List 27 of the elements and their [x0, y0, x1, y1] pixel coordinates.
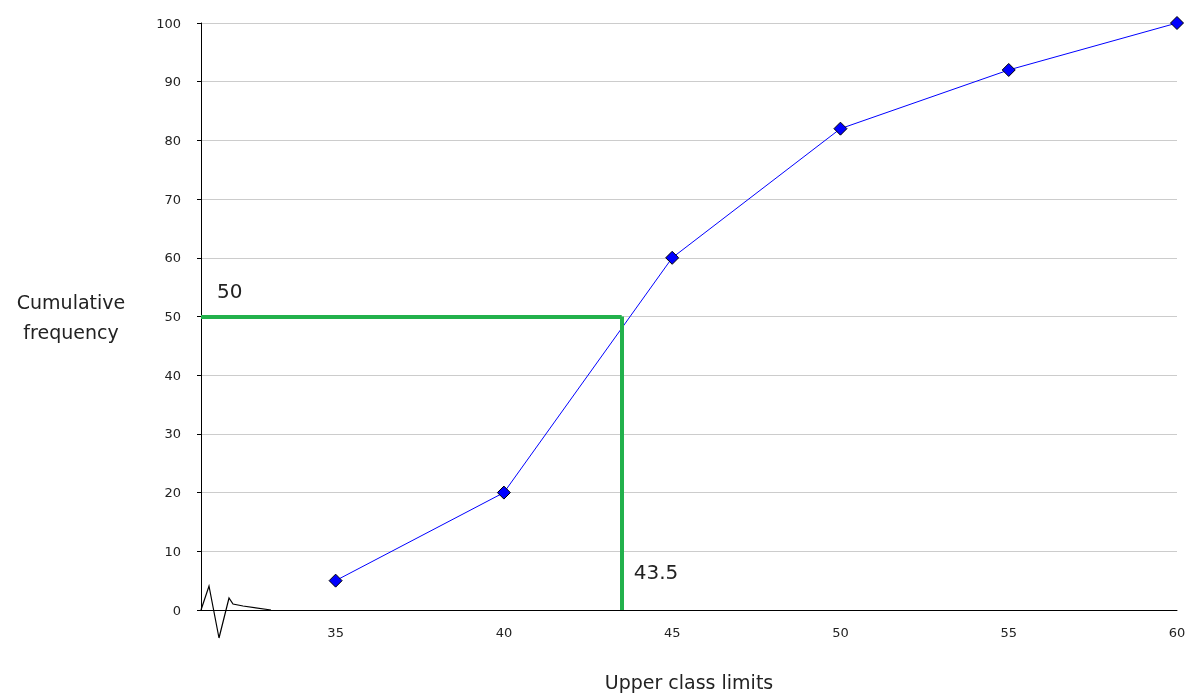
x-tick-label: 55 [1000, 625, 1017, 640]
y-tick-label: 90 [164, 74, 181, 90]
point [1001, 62, 1016, 77]
point [496, 485, 511, 500]
x-tick-label: 35 [327, 625, 344, 640]
x-axis-title: Upper class limits [604, 670, 774, 693]
ref-line-label: 43.5 [633, 560, 679, 584]
y-axis-title: Cumulative frequency [16, 290, 126, 343]
y-tick-label: 40 [164, 367, 181, 383]
y-tick-label: 60 [164, 250, 181, 266]
y-tick-label: 80 [164, 132, 181, 148]
ref-line-label: 50 [217, 278, 243, 303]
x-tick-label: 50 [832, 625, 849, 640]
y-tick-label: 10 [164, 543, 181, 559]
point [1170, 16, 1184, 30]
x-tick-label: 60 [1168, 625, 1186, 640]
y-tick-label: 100 [156, 15, 181, 31]
x-tick-label: 45 [663, 625, 681, 640]
y-tick-label: 20 [164, 485, 181, 501]
y-tick-label: 0 [172, 602, 181, 618]
y-tick-label: 50 [164, 309, 181, 324]
x-tick-label: 40 [495, 625, 513, 640]
point [328, 573, 343, 588]
y-tick-label: 70 [164, 191, 181, 207]
y-tick-label: 30 [164, 426, 181, 442]
point [833, 121, 848, 136]
point [665, 250, 680, 265]
